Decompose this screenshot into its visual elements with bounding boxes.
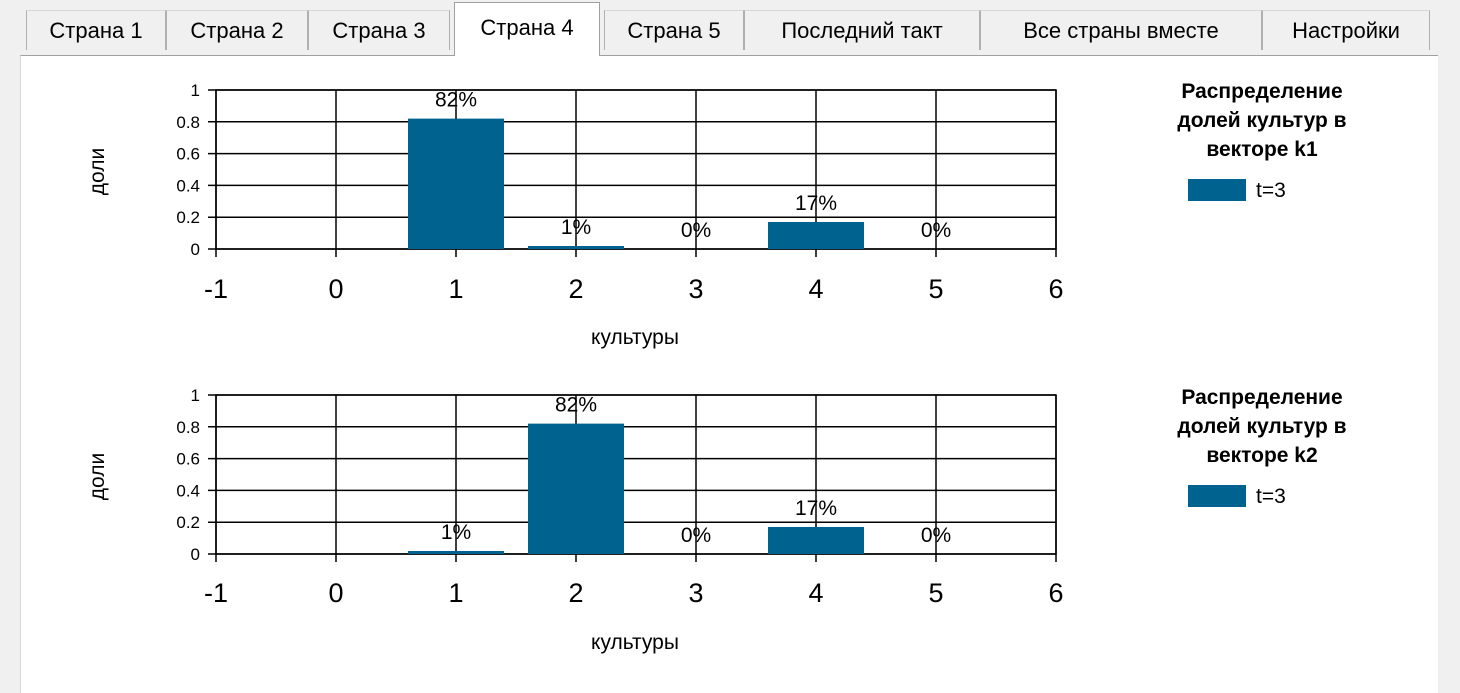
plot-area [215, 89, 1057, 250]
legend-swatch [1188, 485, 1246, 507]
tab-strana-2[interactable]: Страна 2 [166, 10, 308, 50]
data-label: 0% [681, 524, 711, 547]
x-tick-label: 0 [328, 274, 343, 304]
x-tick-label: 6 [1048, 578, 1063, 608]
y-tick-label: 0.2 [176, 513, 200, 532]
tab-settings[interactable]: Настройки [1262, 10, 1430, 50]
x-tick-label: 5 [928, 274, 943, 304]
tab-all-countries[interactable]: Все страны вместе [980, 10, 1262, 50]
x-tick-label: 2 [568, 578, 583, 608]
tab-strana-3[interactable]: Страна 3 [308, 10, 450, 50]
legend-entry-label: t=3 [1256, 179, 1286, 202]
legend-title-line: долей культур в [1177, 415, 1346, 438]
data-label: 1% [561, 216, 591, 239]
x-tick-label: 3 [688, 578, 703, 608]
data-label: 0% [921, 524, 951, 547]
y-tick-label: 0.4 [176, 176, 200, 195]
y-tick-label: 0.4 [176, 481, 200, 500]
x-axis-label: культуры [591, 631, 679, 654]
x-tick-label: 3 [688, 274, 703, 304]
y-tick-label: 0 [191, 545, 200, 564]
legend-title-line: векторе k1 [1206, 138, 1318, 161]
x-tick-label: 2 [568, 274, 583, 304]
x-tick-label: 1 [448, 578, 463, 608]
x-tick-label: 0 [328, 578, 343, 608]
tab-bar: Страна 1 Страна 2 Страна 3 Страна 4 Стра… [0, 0, 1460, 56]
legend-title-line: долей культур в [1177, 109, 1346, 132]
y-tick-label: 0.6 [176, 450, 200, 469]
x-tick-label: 1 [448, 274, 463, 304]
y-tick-label: 0.8 [176, 113, 200, 132]
bar [768, 221, 864, 249]
y-axis-label: доли [86, 148, 109, 195]
legend-entry-label: t=3 [1256, 485, 1286, 508]
x-tick-label: -1 [204, 578, 228, 608]
plot-area [215, 394, 1057, 555]
legend-title-line: векторе k2 [1206, 444, 1317, 467]
y-axis-label: доли [86, 453, 109, 500]
x-tick-label: 5 [928, 578, 943, 608]
x-axis-label: культуры [591, 326, 679, 349]
tab-strana-4[interactable]: Страна 4 [454, 2, 600, 56]
y-tick-label: 0.2 [176, 208, 200, 227]
data-label: 1% [441, 521, 471, 544]
bar [408, 551, 504, 554]
y-tick-label: 0.6 [176, 145, 200, 164]
tab-last-cycle[interactable]: Последний такт [744, 10, 980, 50]
bar [528, 423, 624, 554]
data-label: 0% [921, 219, 951, 242]
y-tick-label: 1 [191, 386, 200, 405]
data-label: 82% [555, 394, 597, 417]
data-label: 17% [795, 497, 837, 520]
legend-title-line: Распределение [1181, 80, 1342, 103]
legend-title-line: Распределение [1181, 386, 1342, 409]
bar [768, 526, 864, 554]
chart-k2: 00.20.40.60.81-1 0 1 2 3 4 5 61%82%0%17%0%культ… [86, 386, 1347, 654]
data-label: 0% [681, 219, 711, 242]
tab-strana-5[interactable]: Страна 5 [604, 10, 744, 50]
x-tick-label: 6 [1048, 274, 1063, 304]
tab-strana-1[interactable]: Страна 1 [26, 10, 166, 50]
bar [408, 118, 504, 250]
x-tick-label: -1 [204, 274, 228, 304]
x-tick-label: 4 [808, 274, 823, 304]
legend-swatch [1188, 179, 1246, 201]
x-tick-label: 4 [808, 578, 823, 608]
y-tick-label: 0.8 [176, 418, 200, 437]
data-label: 82% [435, 89, 477, 112]
y-tick-label: 1 [191, 81, 200, 100]
y-tick-label: 0 [191, 240, 200, 259]
data-label: 17% [795, 192, 837, 215]
bar [528, 246, 624, 249]
chart-k1: 00.20.40.60.81-1 0 1 2 3 4 5 682%1% 0%17%0%культ… [86, 80, 1347, 349]
